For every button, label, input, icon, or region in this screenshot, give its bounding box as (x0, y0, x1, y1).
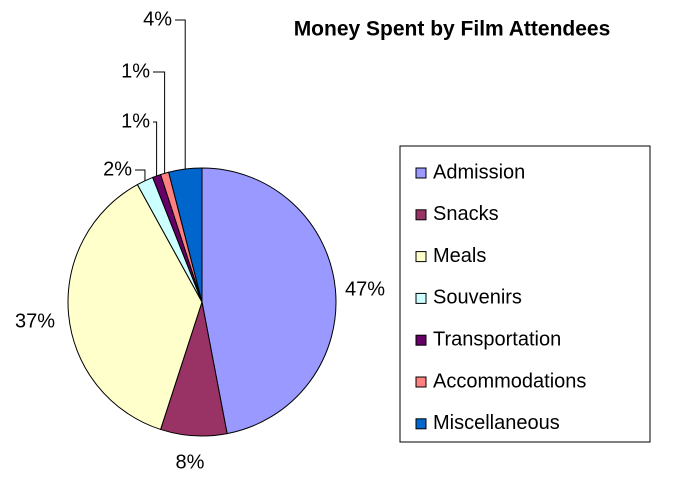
data-label: 2% (103, 158, 132, 180)
legend-swatch (415, 292, 427, 304)
pie-slice (201, 167, 337, 435)
data-label: 1% (121, 110, 150, 132)
pie-slice (168, 167, 203, 303)
pie-slice (67, 183, 203, 431)
legend-swatch (415, 376, 427, 388)
legend-swatch (415, 418, 427, 430)
legend-label: Souvenirs (433, 287, 522, 309)
legend-swatch (415, 251, 427, 263)
legend-box (399, 145, 651, 443)
leader-line (153, 71, 166, 174)
legend-label: Accommodations (433, 370, 586, 392)
leader-line (153, 121, 158, 176)
legend-label: Miscellaneous (433, 412, 560, 434)
legend-label: Transportation (433, 328, 561, 350)
data-label: 37% (15, 310, 55, 332)
data-label: 47% (345, 278, 385, 300)
legend-swatch (415, 167, 427, 179)
leader-line (135, 169, 146, 181)
legend-label: Snacks (433, 203, 499, 225)
legend-swatch (415, 334, 427, 346)
leader-line (175, 19, 186, 170)
chart-title: Money Spent by Film Attendees (294, 18, 611, 41)
data-label: 1% (121, 60, 150, 82)
data-label: 4% (143, 8, 172, 30)
data-label: 8% (176, 451, 205, 473)
legend-label: Meals (433, 245, 486, 267)
legend-label: Admission (433, 161, 525, 183)
legend-swatch (415, 209, 427, 221)
